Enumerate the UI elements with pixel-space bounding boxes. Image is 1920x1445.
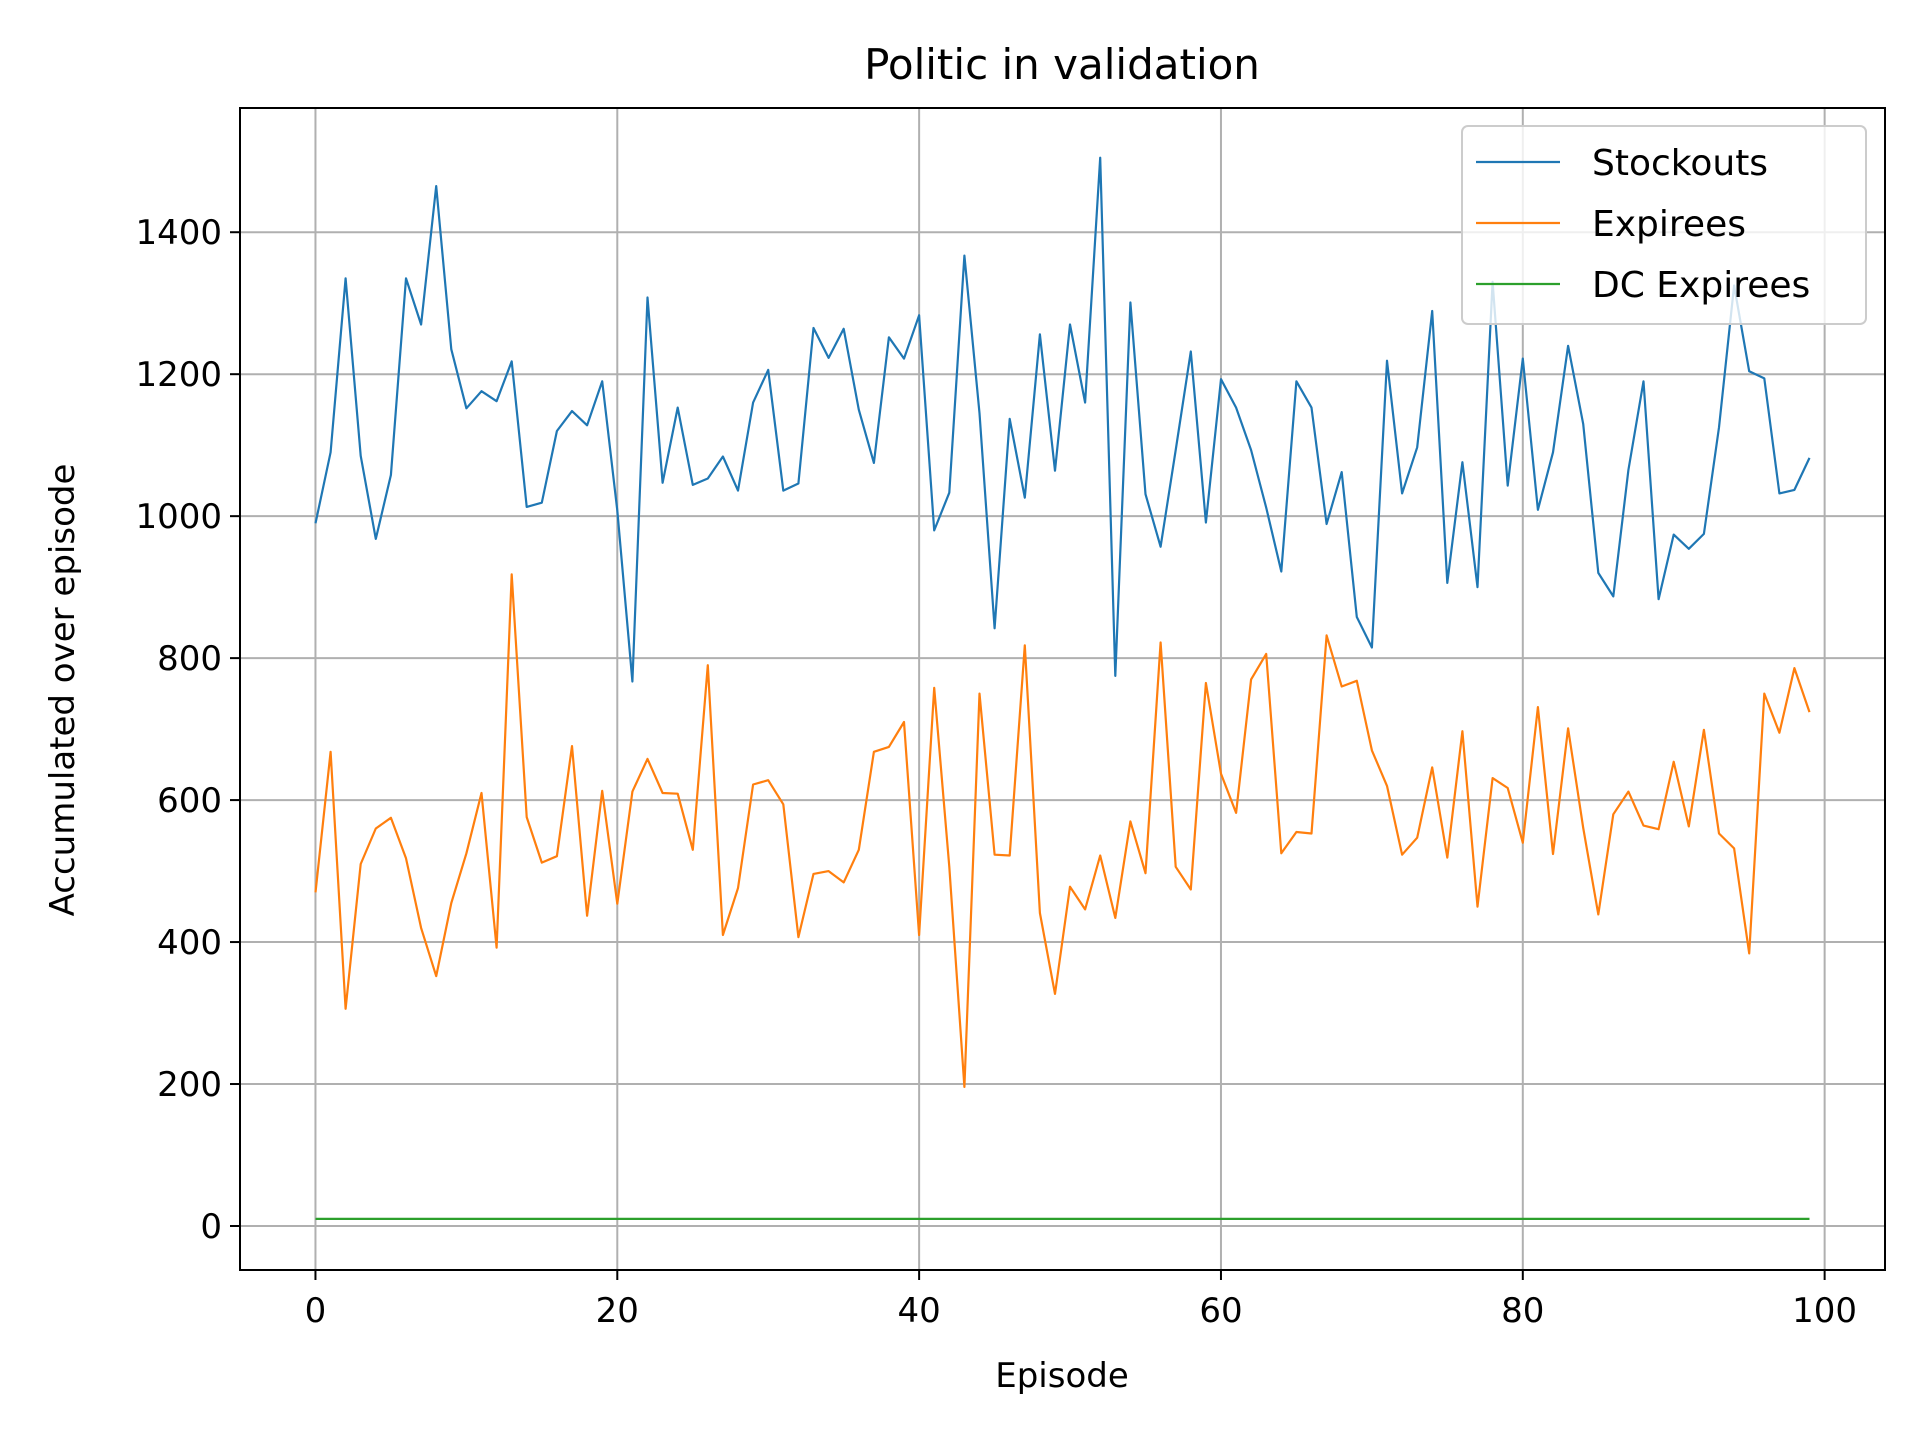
y-tick-label: 1200 [135, 355, 222, 395]
legend: Stockouts Expirees DC Expirees [1461, 125, 1867, 325]
series-line-expirees [314, 573, 1811, 1089]
x-tick-label: 40 [897, 1291, 940, 1331]
x-tick-label: 100 [1792, 1291, 1857, 1331]
y-tick-label: 400 [157, 923, 222, 963]
y-tick-label: 0 [200, 1207, 222, 1247]
legend-label: Expirees [1592, 204, 1746, 245]
x-tick-label: 80 [1501, 1291, 1544, 1331]
grid [240, 108, 1885, 1270]
legend-label: Stockouts [1592, 143, 1768, 184]
series-lines [314, 156, 1811, 1221]
series-line-stockouts [314, 156, 1811, 683]
x-tick-label: 20 [596, 1291, 639, 1331]
x-tick-label: 60 [1199, 1291, 1242, 1331]
y-tick-label: 800 [157, 639, 222, 679]
chart-title: Politic in validation [864, 40, 1260, 89]
y-tick-label: 600 [157, 781, 222, 821]
legend-label: DC Expirees [1592, 265, 1810, 306]
x-axis-label: Episode [995, 1356, 1129, 1396]
y-axis-label: Accumulated over episode [43, 464, 83, 917]
legend-box [1461, 125, 1867, 325]
y-tick-label: 1400 [135, 213, 222, 253]
x-tick-label: 0 [305, 1291, 327, 1331]
y-tick-label: 200 [157, 1065, 222, 1105]
plot-area-frame [239, 107, 1886, 1271]
y-tick-label: 1000 [135, 497, 222, 537]
